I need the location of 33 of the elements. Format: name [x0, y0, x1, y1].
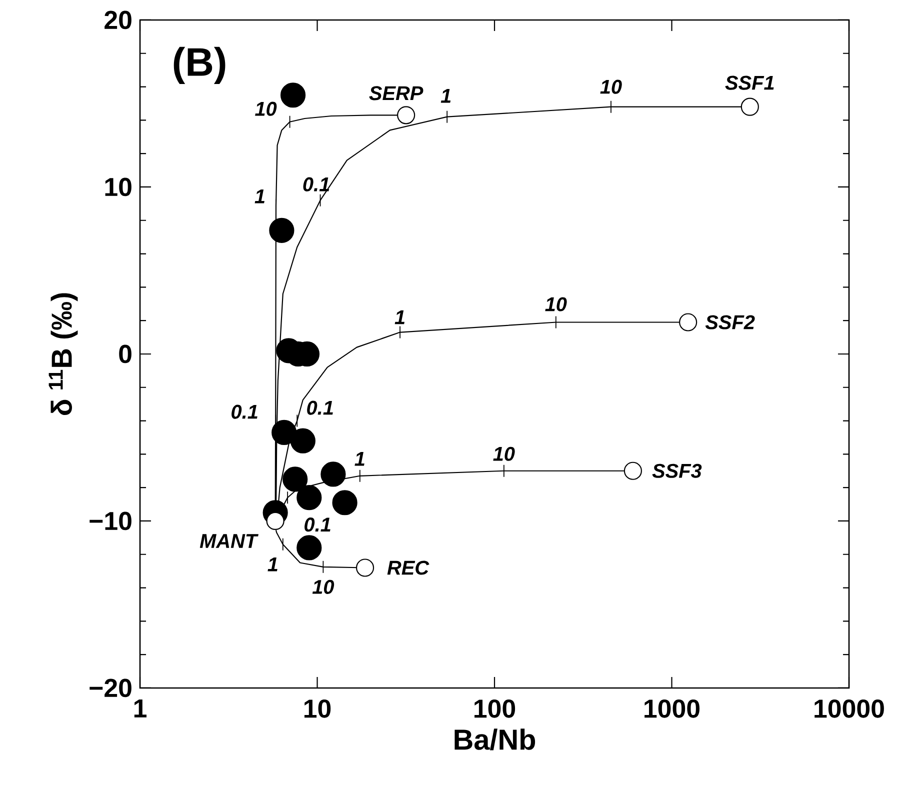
x-tick-label: 1000 [644, 699, 700, 718]
annotation: 0.1 [303, 177, 330, 192]
annotation: REC [387, 560, 430, 575]
annotation: 0.1 [307, 400, 333, 415]
annotation: (B) [174, 46, 226, 84]
annotation: 10 [312, 580, 334, 594]
x-axis-title: Ba/Nb [454, 728, 536, 750]
annotation: SSF2 [705, 315, 755, 330]
annotation: 1 [354, 452, 364, 466]
annotation: 1 [254, 190, 264, 204]
x-tick-label: 1 [134, 699, 146, 718]
annotation: 10 [493, 446, 515, 461]
annotation: 0.1 [304, 518, 330, 532]
annotation: 1 [440, 88, 451, 103]
x-tick-label: 10 [304, 699, 331, 718]
annotation: 1 [268, 558, 278, 572]
annotation: SSF3 [652, 464, 702, 478]
y-tick-label: 0 [119, 344, 132, 364]
annotation: 0.1 [232, 404, 258, 419]
annotation: 10 [255, 102, 277, 116]
y-tick-label: −10 [90, 512, 132, 530]
x-tick-label: 10000 [814, 699, 884, 718]
y-axis-title: δ $^{11}$B (‰) [48, 293, 78, 415]
y-tick-label: 20 [104, 10, 132, 30]
annotation: SSF1 [725, 76, 774, 90]
y-tick-label: −20 [90, 678, 132, 698]
y-tick-label: 10 [105, 178, 132, 196]
annotation: 1 [394, 310, 404, 324]
annotation: SERP [369, 86, 424, 100]
annotation: MANT [200, 534, 258, 548]
annotation: 10 [600, 80, 622, 94]
annotation: 10 [545, 297, 567, 312]
x-tick-label: 100 [474, 699, 516, 718]
